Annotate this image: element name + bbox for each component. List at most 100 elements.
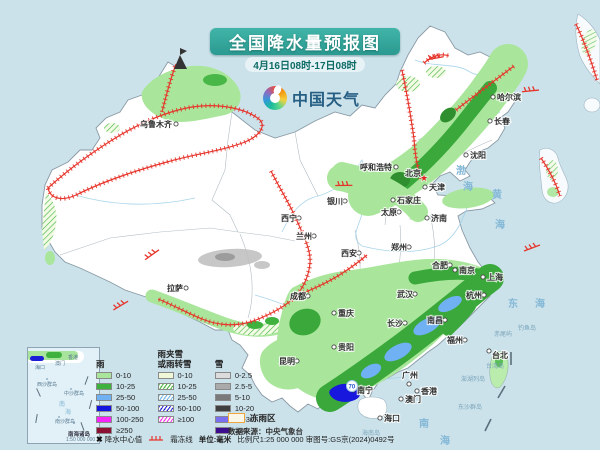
city-label: 天津 xyxy=(429,182,445,192)
legend-range-label: 100-250 xyxy=(116,414,144,424)
city-marker xyxy=(447,262,453,268)
city-label: 合肥 xyxy=(431,260,448,270)
inset-label: 南沙群岛 xyxy=(55,419,76,425)
city-label: 西安 xyxy=(341,248,357,258)
city-marker xyxy=(377,415,383,421)
scale-label: 比例尺1:25 000 000 审图号:GS京(2024)0492号 xyxy=(237,435,395,444)
city-marker xyxy=(452,267,458,273)
city-marker xyxy=(342,198,348,204)
legend-row: 0-10 xyxy=(96,370,144,380)
legend-swatch xyxy=(96,382,112,390)
legend-row: ≥250 xyxy=(96,425,144,435)
legend-row: 10-25 xyxy=(96,381,144,391)
city-marker xyxy=(422,184,428,190)
legend-row: ≥30 xyxy=(214,425,254,435)
city-label: 贵阳 xyxy=(338,342,354,352)
legend-row: 100-250 xyxy=(96,414,144,424)
city-label: 成都 xyxy=(290,291,306,301)
inset-label: 中沙群岛 xyxy=(64,391,85,397)
mountain-peak-icon xyxy=(174,48,187,69)
legend-rain-header: 雨 xyxy=(96,359,105,369)
city-marker xyxy=(331,344,337,350)
legend-sleet-header-2: 或雨转雪 xyxy=(157,359,192,369)
frost-lines xyxy=(45,23,600,327)
legend-swatch xyxy=(96,404,112,412)
city-marker xyxy=(294,358,300,364)
inset-dash xyxy=(35,413,38,424)
page-title: 全国降水量预报图 xyxy=(229,34,381,53)
legend-range-label: 10-20 xyxy=(234,403,255,413)
inset-label: 南 xyxy=(59,402,66,408)
sea-label: 东 xyxy=(508,297,518,310)
inset-label: 澳门 xyxy=(55,361,66,367)
inset-island-dot xyxy=(70,388,72,390)
freezing-rain-legend: 冻雨区 xyxy=(228,412,276,424)
legend-range-label: 10-25 xyxy=(116,381,136,391)
city-label: 南京 xyxy=(459,265,475,275)
unit-label: 单位:毫米 xyxy=(198,435,232,444)
city-label: 长沙 xyxy=(387,318,403,328)
legend-swatch xyxy=(96,371,112,379)
city-label: 北京 xyxy=(405,168,421,178)
legend-range-label: 25-50 xyxy=(116,392,136,402)
legend-swatch xyxy=(214,404,231,412)
inset-heavy-rain xyxy=(30,356,44,361)
city-marker xyxy=(486,348,492,354)
china-weather-logo: 中国天气 xyxy=(263,86,360,110)
city-marker xyxy=(173,121,179,127)
legend-swatch xyxy=(214,426,231,434)
precip-center-value: 70 xyxy=(349,385,356,391)
legend-row: 50-100 xyxy=(157,403,201,413)
city-label: 海口 xyxy=(384,413,400,423)
legend-swatch xyxy=(157,382,174,390)
city-label: 西宁 xyxy=(281,213,297,223)
city-marker xyxy=(393,164,399,170)
city-label: 南昌 xyxy=(427,315,443,325)
city-label: 香港 xyxy=(420,386,438,396)
inset-label: 西沙群岛 xyxy=(37,382,58,388)
legend-row: 0-2.5 xyxy=(214,370,254,380)
inset-label: 1:50 000 000 xyxy=(66,437,96,443)
legend-range-label: 0-10 xyxy=(116,370,132,380)
city-marker xyxy=(480,274,486,280)
city-label: 拉萨 xyxy=(167,283,183,293)
legend-row: 2.5-5 xyxy=(214,381,254,391)
legend-row: 0-10 xyxy=(157,370,201,380)
legend-swatch xyxy=(157,393,174,401)
freezing-rain-label: 冻雨区 xyxy=(250,413,276,423)
legend-row: 5-10 xyxy=(214,392,254,402)
city-marker xyxy=(311,233,317,239)
legend-rain-column: 雨 0-10 10-25 25-50 50-100 100-250 ≥250 xyxy=(96,345,144,435)
sea-label: 海 xyxy=(440,434,450,447)
city-label: 澳门 xyxy=(405,394,421,404)
city-label: 济南 xyxy=(431,213,447,223)
city-marker xyxy=(390,197,396,203)
city-label: 乌鲁木齐 xyxy=(140,119,173,129)
city-label: 杭州 xyxy=(466,290,482,300)
island-label: 东沙群岛 xyxy=(458,403,482,411)
inset-label: 海口 xyxy=(35,365,46,371)
city-marker xyxy=(412,291,418,297)
legend-swatch xyxy=(214,382,231,390)
city-label: 郑州 xyxy=(391,242,407,252)
inset-dash xyxy=(88,400,93,409)
legend-snow-header: 雪 xyxy=(214,359,224,369)
sea-label: 南 xyxy=(419,417,429,430)
city-marker xyxy=(414,388,420,394)
inset-island-dot xyxy=(58,416,60,418)
sea-label: 海 xyxy=(463,180,473,193)
city-marker xyxy=(356,250,362,256)
china-weather-logo-icon xyxy=(263,86,287,110)
island-label: 钓鱼岛 xyxy=(518,324,536,332)
precipitation-overlays xyxy=(42,44,528,412)
legend-row: 25-50 xyxy=(157,392,201,402)
city-marker xyxy=(424,215,430,221)
china-weather-logo-text: 中国天气 xyxy=(292,92,361,109)
frost-line-label: 霜冻线 xyxy=(170,435,193,444)
legend-notes: ✖ 降水中心值 霜冻线 单位:毫米 比例尺1:25 000 000 审图号:GS… xyxy=(96,434,394,445)
legend-row: 10-20 xyxy=(214,403,255,413)
capital-star-icon: ★ xyxy=(420,173,428,183)
legend-sleet-header-1: 雨夹雪 xyxy=(157,349,184,359)
city-marker xyxy=(462,337,468,343)
